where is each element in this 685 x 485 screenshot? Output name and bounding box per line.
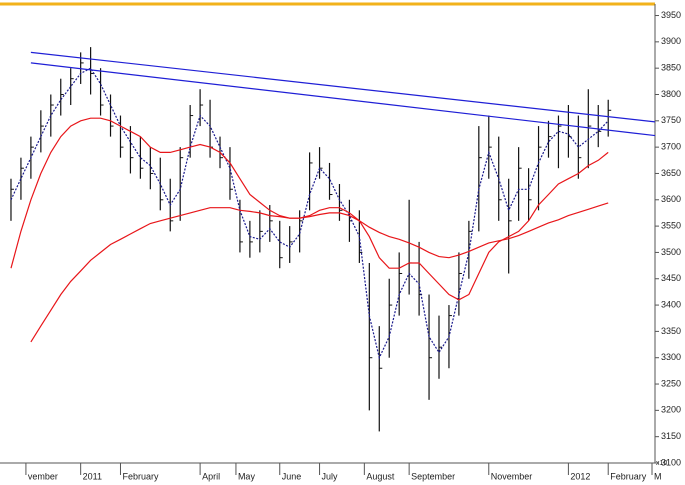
y-tick-label: 3550 [661, 220, 681, 230]
x-tick-label: February [610, 471, 647, 481]
x-tick-label: August [366, 471, 395, 481]
y-tick-label: 3650 [661, 168, 681, 178]
y-tick-label: 3400 [661, 299, 681, 309]
y-tick-label: 3250 [661, 378, 681, 388]
y-tick-label: 3200 [661, 405, 681, 415]
x-tick-label: September [411, 471, 455, 481]
y-tick-label: 3450 [661, 273, 681, 283]
y-tick-label: 3950 [661, 10, 681, 20]
x-tick-label: February [122, 471, 159, 481]
y-tick-label: 3900 [661, 36, 681, 46]
y-tick-label: 3700 [661, 142, 681, 152]
y-tick-label: 3300 [661, 352, 681, 362]
x-tick-label: 2011 [83, 471, 102, 481]
moving-average [10, 117, 609, 301]
moving-average [30, 202, 609, 343]
trendline [30, 62, 656, 137]
x-tick-label: April [202, 471, 220, 481]
y-tick-label: 3150 [661, 431, 681, 441]
trendline [30, 51, 656, 123]
moving-average [10, 67, 609, 360]
y-tick-label: 3600 [661, 194, 681, 204]
x-tick-label: vember [28, 471, 58, 481]
x-tick-label: May [238, 471, 256, 481]
y-tick-label: 3750 [661, 115, 681, 125]
x-tick-label: 2012 [570, 471, 590, 481]
x-tick-label: June [282, 471, 302, 481]
y-tick-label: 3850 [661, 63, 681, 73]
x-tick-label: July [322, 471, 339, 481]
y-tick-label: 3500 [661, 247, 681, 257]
x-tick-label: M [654, 471, 662, 481]
axis-note: x10 [656, 460, 667, 467]
y-tick-label: 3800 [661, 89, 681, 99]
x-tick-label: November [491, 471, 533, 481]
y-tick-label: 3350 [661, 326, 681, 336]
y-tick-label: 3100 [661, 457, 681, 467]
